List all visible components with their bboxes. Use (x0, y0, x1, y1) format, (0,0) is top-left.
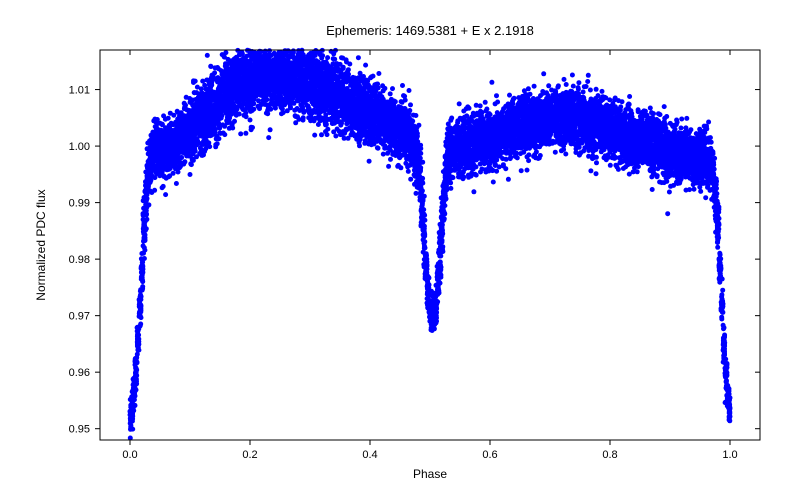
x-tick-label: 0.0 (122, 449, 137, 461)
lightcurve-chart: 0.0 0.2 0.4 0.6 0.8 1.0 0.95 0.96 0.97 0.98 0.99 1.… (0, 0, 800, 500)
x-tick-label: 0.2 (242, 449, 257, 461)
x-tick-label: 0.4 (362, 449, 377, 461)
x-axis-label: Phase (413, 467, 447, 481)
chart-container: 0.0 0.2 0.4 0.6 0.8 1.0 0.95 0.96 0.97 0.98 0.99 1.… (0, 0, 800, 500)
y-axis-label: Normalized PDC flux (34, 189, 48, 300)
x-tick-label: 1.0 (722, 449, 737, 461)
y-tick-label: 0.95 (69, 424, 90, 436)
chart-title: Ephemeris: 1469.5381 + E x 2.1918 (326, 23, 534, 38)
y-tick-label: 0.97 (69, 311, 90, 323)
y-tick-label: 1.01 (69, 85, 90, 97)
y-tick-label: 0.99 (69, 198, 90, 210)
y-tick-label: 1.00 (69, 141, 90, 153)
x-tick-label: 0.8 (602, 449, 617, 461)
x-tick-label: 0.6 (482, 449, 497, 461)
y-tick-label: 0.98 (69, 254, 90, 266)
y-tick-label: 0.96 (69, 367, 90, 379)
